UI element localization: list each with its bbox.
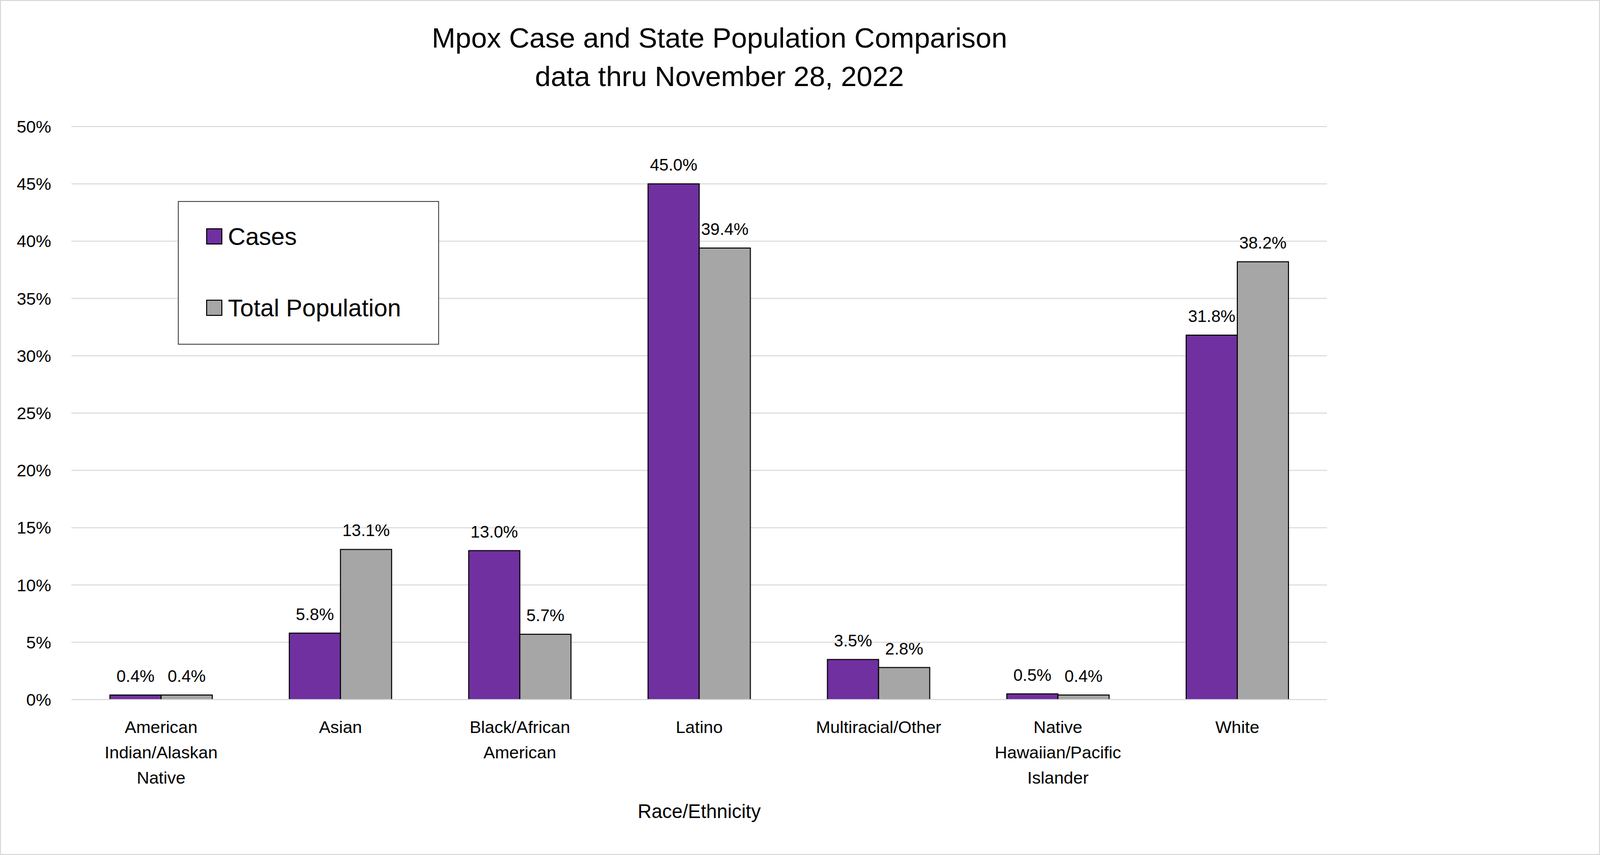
bar	[519, 634, 571, 700]
y-tick-label: 15%	[16, 518, 52, 538]
x-tick-label: Asian	[319, 717, 363, 737]
bars	[109, 183, 1289, 700]
data-label: 39.4%	[700, 219, 749, 239]
bar	[699, 248, 751, 700]
bar	[109, 695, 162, 700]
data-label: 38.2%	[1239, 233, 1287, 253]
x-tick-line: Black/African	[469, 717, 570, 737]
bar	[161, 695, 213, 700]
bar	[1237, 261, 1289, 700]
x-tick-label: Multiracial/Other	[815, 717, 942, 737]
data-label: 0.4%	[116, 667, 155, 686]
x-tick-line: American	[483, 743, 557, 763]
x-tick-line: Native	[136, 768, 186, 788]
grid-line	[71, 699, 1328, 701]
data-label: 13.0%	[470, 522, 519, 542]
legend-label: Total Population	[227, 294, 402, 322]
y-tick-label: 45%	[16, 174, 52, 194]
x-tick-line: Asian	[319, 717, 363, 737]
legend-swatch	[206, 300, 222, 316]
bar	[1186, 335, 1238, 700]
data-label: 31.8%	[1188, 306, 1236, 326]
legend-box	[178, 201, 439, 345]
x-tick-line: American	[124, 717, 198, 737]
legend: Cases Total Population	[178, 201, 439, 345]
bar	[827, 659, 879, 700]
y-tick-label: 20%	[16, 460, 52, 481]
data-label: 45.0%	[649, 155, 698, 175]
y-tick-label: 50%	[16, 116, 52, 137]
x-axis-line	[71, 699, 1328, 701]
x-tick-line: White	[1215, 717, 1260, 737]
y-tick-label: 40%	[16, 231, 52, 251]
x-tick-label: Black/African American	[469, 717, 570, 763]
x-tick-line: Indian/Alaskan	[104, 743, 218, 763]
chart: Mpox Case and State Population Compariso…	[0, 0, 1600, 855]
y-tick-label: 0%	[26, 690, 52, 710]
data-label: 0.5%	[1013, 666, 1052, 685]
x-tick-line: Hawaiian/Pacific	[994, 743, 1121, 763]
bar	[648, 183, 700, 700]
data-label: 5.7%	[526, 606, 565, 626]
data-label: 5.8%	[295, 605, 334, 624]
background	[0, 0, 1600, 855]
y-tick-label: 35%	[16, 289, 52, 309]
x-axis-label: Race/Ethnicity	[637, 801, 761, 823]
x-tick-line: Islander	[1027, 768, 1089, 788]
grid-line	[71, 126, 1328, 128]
y-tick-label: 10%	[16, 575, 52, 596]
x-tick-line: Latino	[675, 717, 723, 737]
x-tick-label: American Indian/Alaskan Native	[104, 717, 218, 788]
subtitle: data thru November 28, 2022	[534, 60, 904, 93]
y-tick-label: 25%	[16, 403, 52, 423]
x-tick-line: Native	[1033, 717, 1083, 737]
x-tick-label: Native Hawaiian/Pacific Islander	[994, 717, 1121, 788]
x-tick-line: Multiracial/Other	[815, 717, 942, 737]
legend-swatch	[206, 228, 222, 245]
legend-label: Cases	[227, 223, 297, 251]
y-tick-label: 30%	[16, 346, 52, 366]
data-label: 3.5%	[834, 631, 873, 651]
title: Mpox Case and State Population Compariso…	[431, 21, 1007, 54]
x-tick-label: Latino	[675, 717, 723, 737]
data-label: 0.4%	[167, 667, 206, 686]
bar	[289, 633, 341, 700]
data-label: 2.8%	[885, 639, 924, 659]
data-label: 13.1%	[342, 521, 390, 540]
data-label: 0.4%	[1064, 667, 1103, 686]
bar	[1006, 694, 1059, 700]
bar	[1058, 695, 1110, 700]
y-tick-label: 5%	[26, 633, 52, 653]
x-tick-label: White	[1215, 717, 1260, 737]
bar	[468, 551, 520, 700]
bar	[340, 549, 392, 700]
bar	[878, 668, 930, 700]
